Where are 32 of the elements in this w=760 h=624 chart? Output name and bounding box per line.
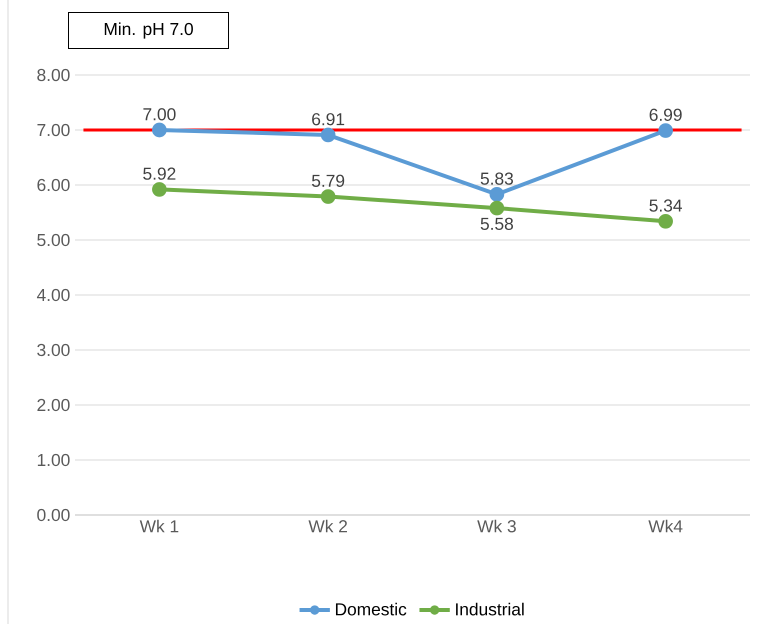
y-tick-label: 0.00 — [37, 508, 70, 522]
y-tick-label: 7.00 — [37, 124, 70, 136]
legend-label: Domestic — [336, 602, 406, 616]
point — [490, 187, 504, 202]
x-tick-label: Wk 3 — [477, 520, 516, 532]
point — [490, 200, 504, 216]
point — [658, 123, 673, 138]
point — [320, 128, 336, 142]
legend-label: Industrial — [456, 602, 524, 616]
point — [152, 122, 167, 138]
y-tick-label: 4.00 — [36, 288, 70, 302]
data-label: 6.91 — [312, 113, 344, 126]
data-label: 5.34 — [649, 199, 682, 212]
data-label: 5.58 — [480, 218, 513, 230]
text: Min. pH 7.0 — [104, 22, 193, 39]
y-tick-label: 5.00 — [37, 234, 70, 246]
data-label: 6.99 — [650, 108, 682, 121]
point — [152, 182, 167, 197]
x-tick-label: Wk 2 — [308, 520, 347, 532]
data-label: 5.83 — [480, 172, 513, 185]
x-tick-label: Wk4 — [648, 520, 682, 532]
point — [320, 189, 336, 204]
y-tick-label: 8.00 — [37, 68, 70, 82]
point — [658, 214, 673, 229]
y-tick-label: 3.00 — [37, 344, 70, 356]
x-tick-label: Wk 1 — [140, 520, 178, 532]
data-label: 7.00 — [143, 108, 176, 120]
data-label: 5.79 — [312, 174, 344, 187]
y-tick-label: 2.00 — [37, 398, 70, 412]
data-label: 5.92 — [143, 168, 176, 180]
y-tick-label: 6.00 — [37, 178, 70, 192]
y-tick-label: 1.00 — [38, 454, 70, 466]
